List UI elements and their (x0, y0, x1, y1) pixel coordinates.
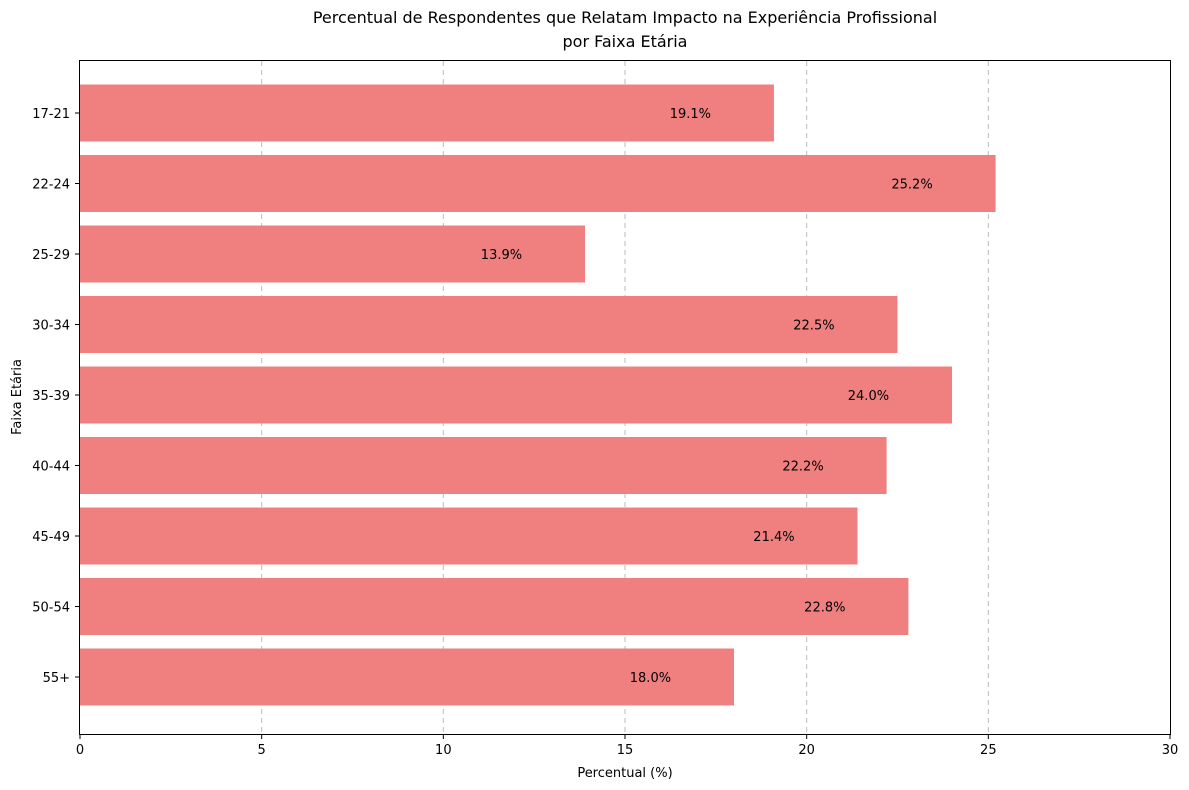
data-label-30-34: 22.5% (793, 319, 834, 334)
bar-35-39 (80, 366, 952, 424)
chart-title-line-1: Percentual de Respondentes que Relatam I… (313, 8, 937, 27)
data-label-35-39: 24.0% (848, 389, 889, 404)
data-label-45-49: 21.4% (753, 530, 794, 545)
data-label-25-29: 13.9% (481, 248, 522, 263)
bar-22-24 (80, 155, 996, 212)
x-axis-label: Percentual (%) (577, 766, 672, 781)
x-tick-label: 25 (980, 743, 997, 758)
x-tick-label: 15 (617, 743, 634, 758)
y-axis-label: Faixa Etária (10, 359, 25, 435)
y-tick-label-30-34: 30-34 (32, 319, 70, 334)
x-tick-label: 20 (798, 743, 815, 758)
y-tick-label-25-29: 25-29 (32, 248, 70, 263)
chart-title-line-2: por Faixa Etária (563, 32, 688, 51)
x-axis-ticks: 0 5 10 15 20 25 30 (76, 734, 1178, 758)
bar-30-34 (80, 296, 898, 353)
y-axis-ticks: 17-21 22-24 25-29 30-34 35-39 40-44 45-49 50-54… (32, 107, 80, 686)
x-tick-label: 10 (435, 743, 452, 758)
x-tick-label: 0 (76, 743, 84, 758)
bar-40-44 (80, 437, 887, 494)
y-tick-label-50-54: 50-54 (32, 601, 70, 616)
data-label-40-44: 22.2% (782, 460, 823, 475)
data-label-22-24: 25.2% (891, 178, 932, 193)
bar-25-29 (80, 225, 586, 283)
y-tick-label-40-44: 40-44 (32, 460, 70, 475)
y-tick-label-45-49: 45-49 (32, 530, 70, 545)
y-tick-label-17-21: 17-21 (32, 107, 70, 122)
bar-17-21 (80, 84, 774, 142)
bars (80, 84, 996, 706)
data-label-55+: 18.0% (630, 671, 671, 686)
bar-50-54 (80, 578, 909, 635)
y-tick-label-35-39: 35-39 (32, 389, 70, 404)
data-label-17-21: 19.1% (670, 107, 711, 122)
y-tick-label-22-24: 22-24 (32, 178, 70, 193)
x-tick-label: 5 (258, 743, 266, 758)
data-labels: 19.1% 25.2% 13.9% 22.5% 24.0% 22.2% 21.4% 22.8%… (481, 107, 933, 686)
y-tick-label-55+: 55+ (43, 671, 70, 686)
x-tick-label: 30 (1162, 743, 1179, 758)
data-label-50-54: 22.8% (804, 601, 845, 616)
bar-55+ (80, 648, 734, 706)
bar-45-49 (80, 507, 858, 565)
